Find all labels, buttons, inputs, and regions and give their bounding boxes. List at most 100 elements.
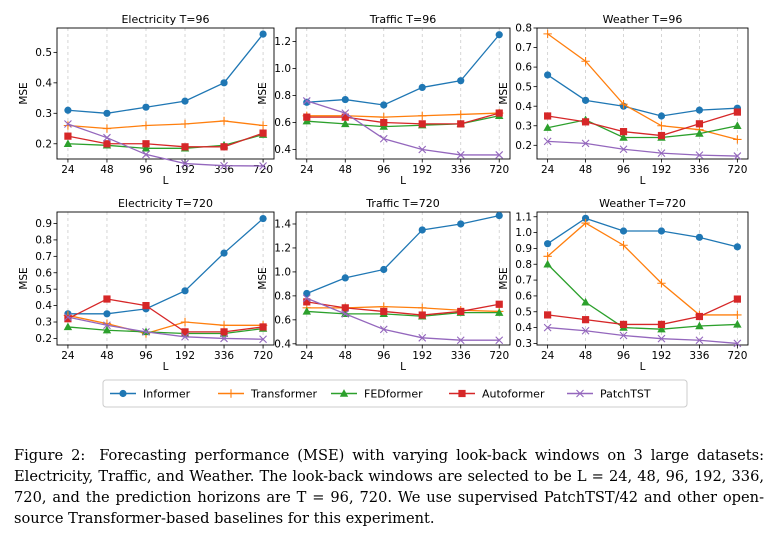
data-point	[495, 151, 504, 159]
data-point	[103, 295, 111, 303]
data-point	[259, 214, 267, 223]
data-point	[418, 303, 427, 313]
data-point	[457, 307, 465, 316]
data-point	[142, 140, 150, 148]
series-line	[547, 140, 738, 157]
data-point	[695, 151, 704, 159]
y-tick-label: 1.4	[274, 219, 291, 231]
data-point	[142, 103, 150, 111]
x-tick-label: 96	[139, 350, 153, 362]
data-point	[259, 162, 267, 170]
y-tick-label: 1.2	[274, 243, 291, 255]
x-tick-label: 720	[253, 350, 273, 362]
data-point	[619, 100, 628, 109]
data-point	[495, 109, 503, 117]
series-line	[547, 222, 738, 316]
x-tick-label: 336	[689, 350, 709, 362]
x-axis-label: L	[640, 175, 646, 187]
data-point	[220, 249, 228, 257]
y-tick-label: 0.5	[35, 284, 52, 296]
x-tick-label: 336	[214, 350, 234, 362]
series-line	[547, 298, 738, 326]
series-line	[306, 112, 500, 125]
plot-frame	[56, 211, 275, 346]
data-point	[141, 143, 151, 152]
x-tick-label: 192	[651, 350, 671, 362]
data-point	[495, 211, 503, 220]
y-tick-label: 0.9	[515, 243, 532, 255]
data-point	[657, 279, 666, 288]
data-point	[142, 150, 150, 159]
data-point	[180, 317, 190, 327]
y-tick-label: 0.3	[515, 338, 532, 350]
data-point	[102, 325, 112, 334]
y-tick-label: 0.4	[274, 338, 291, 350]
y-tick-label: 0.4	[274, 144, 291, 156]
data-point	[64, 315, 72, 323]
data-point	[341, 119, 350, 128]
x-tick-label: 24	[61, 350, 75, 362]
data-point	[341, 109, 350, 117]
data-point	[302, 97, 311, 105]
data-point	[418, 83, 426, 92]
data-point	[544, 112, 552, 120]
y-tick-label: 0.8	[35, 235, 52, 247]
x-tick-label: 336	[689, 164, 709, 176]
data-point	[64, 106, 72, 114]
data-point	[543, 29, 552, 39]
data-point	[220, 161, 228, 170]
series-line	[67, 123, 264, 167]
data-point	[418, 333, 427, 342]
data-point	[303, 289, 311, 298]
series-line	[547, 111, 738, 137]
data-point	[495, 300, 503, 308]
legend-marker	[119, 389, 127, 398]
series-line	[306, 297, 500, 341]
data-point	[379, 325, 388, 334]
x-tick-label: 48	[339, 164, 352, 176]
series-line	[306, 214, 500, 295]
data-point	[259, 335, 267, 344]
plot-frame	[536, 211, 749, 346]
x-tick-label: 24	[300, 350, 314, 362]
data-point	[380, 101, 388, 109]
x-tick-label: 48	[100, 350, 113, 362]
y-tick-label: 0.4	[35, 77, 52, 89]
data-point	[180, 119, 190, 129]
y-tick-label: 0.5	[515, 81, 532, 93]
data-point	[581, 118, 590, 126]
x-tick-label: 720	[727, 350, 747, 362]
y-tick-label: 1.0	[274, 63, 291, 75]
x-tick-label: 48	[579, 164, 592, 176]
data-point	[418, 311, 426, 319]
data-point	[543, 137, 552, 146]
data-point	[619, 241, 628, 250]
data-point	[142, 301, 150, 310]
y-tick-label: 0.7	[35, 251, 52, 263]
data-point	[418, 226, 426, 234]
data-point	[657, 324, 666, 333]
caption-text: Forecasting performance (MSE) with varyi…	[14, 447, 764, 527]
y-tick-label: 0.7	[515, 275, 532, 287]
y-tick-label: 0.3	[35, 317, 52, 329]
y-tick-label: 0.8	[274, 90, 291, 102]
plot-frame	[295, 27, 511, 160]
data-point	[103, 310, 111, 318]
data-point	[695, 129, 704, 137]
x-axis-label: L	[400, 175, 406, 187]
series-line	[547, 326, 738, 345]
x-tick-label: 24	[61, 164, 75, 176]
data-point	[457, 120, 465, 128]
data-point	[341, 95, 349, 104]
data-point	[657, 131, 666, 140]
data-point	[181, 328, 189, 336]
y-tick-label: 0.6	[515, 62, 532, 74]
x-axis-label: L	[163, 175, 169, 187]
data-point	[695, 120, 704, 128]
data-point	[418, 145, 427, 154]
y-axis-label: MSE	[18, 267, 30, 289]
data-point	[341, 274, 349, 282]
data-point	[543, 323, 552, 332]
data-point	[544, 240, 552, 248]
series-line	[67, 33, 264, 114]
